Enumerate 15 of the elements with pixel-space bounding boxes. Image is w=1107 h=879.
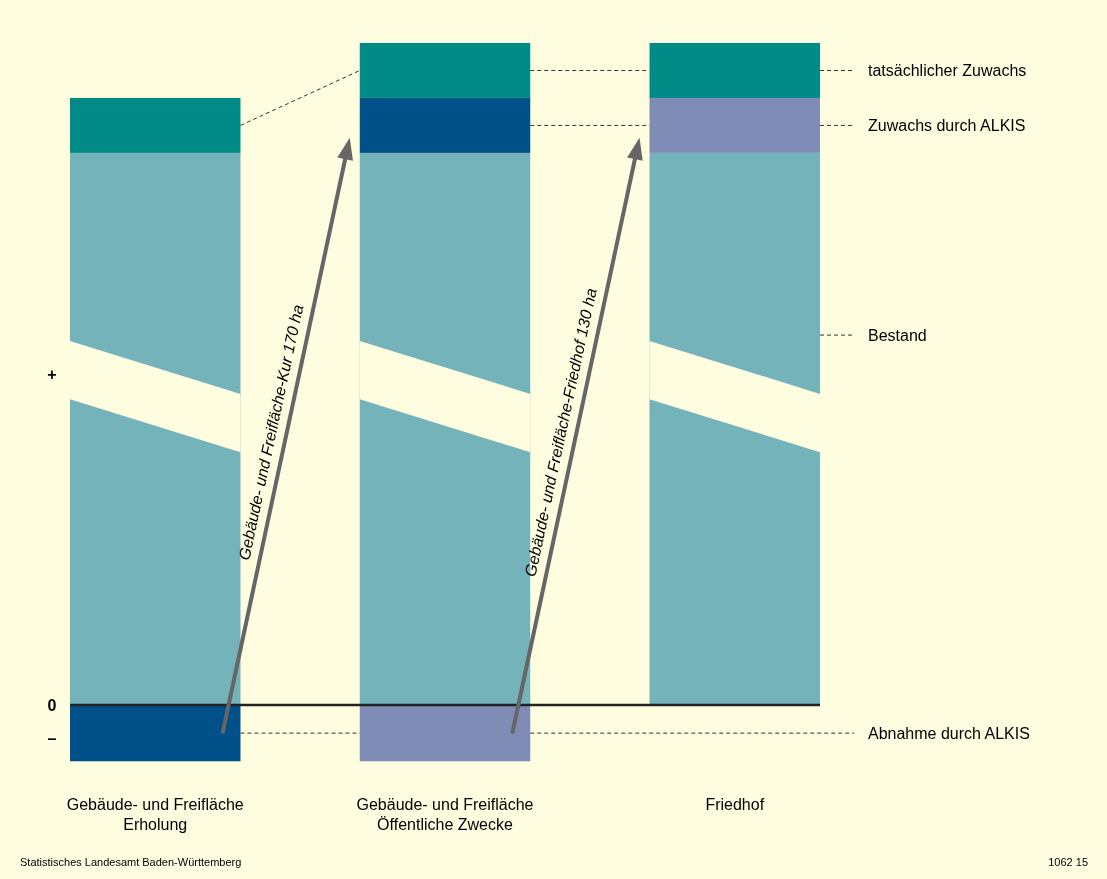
text: Zuwachs durch ALKIS [868, 117, 1026, 135]
bar [70, 97, 241, 153]
x-tick-label: Gebäude- und Freifläche Öffentliche Zwecke [356, 796, 534, 833]
text: Statistisches Landesamt Baden-Württemberg [20, 856, 242, 868]
text: Bestand [868, 326, 927, 344]
x-tick-label: Gebäude- und Freifläche Erholung [66, 796, 244, 833]
bar [649, 43, 820, 98]
text: 1062 15 [1048, 856, 1088, 868]
text: 0 [47, 696, 57, 714]
text: – [47, 729, 57, 747]
bar [359, 43, 531, 98]
text: Abnahme durch ALKIS [868, 724, 1030, 742]
text: + [47, 365, 57, 383]
text: tatsächlicher Zuwachs [868, 62, 1027, 80]
x-tick-label: Friedhof [705, 796, 765, 813]
